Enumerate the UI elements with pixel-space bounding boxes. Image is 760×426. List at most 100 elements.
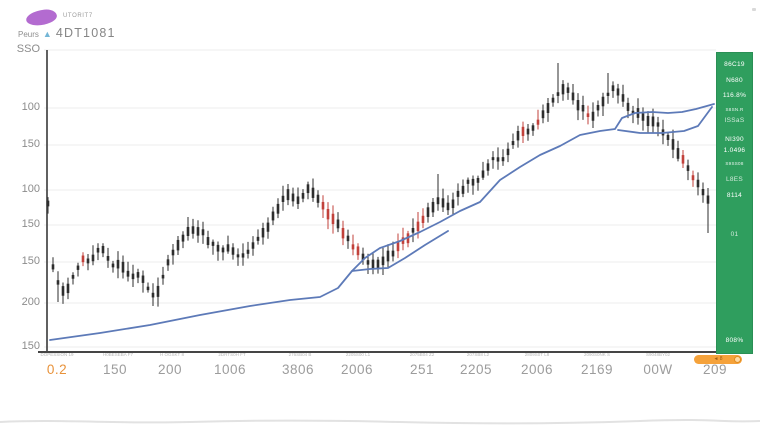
candle-body xyxy=(436,197,440,205)
candle-body xyxy=(376,259,380,269)
candle-body xyxy=(251,242,255,249)
candle-body xyxy=(571,92,575,101)
candle-body xyxy=(656,122,660,127)
candle-body xyxy=(361,253,365,261)
candle-body xyxy=(161,274,165,279)
candle-body xyxy=(626,102,630,111)
candle-body xyxy=(446,202,450,211)
candle-body xyxy=(121,261,125,273)
time-range-slider[interactable]: ◄ 8 xyxy=(694,355,742,364)
candle-body xyxy=(206,237,210,246)
y-axis-tick-label: 150 xyxy=(21,218,40,230)
slider-handle-icon[interactable] xyxy=(734,356,741,363)
candle-body xyxy=(171,249,175,256)
candle-body xyxy=(666,134,670,140)
panel-value: 86C19 xyxy=(724,61,745,68)
x-axis-major-label: 150 xyxy=(102,362,128,377)
x-axis-major-label: 2205 xyxy=(459,362,493,377)
candle-body xyxy=(261,227,265,238)
candle-body xyxy=(611,85,615,92)
candle-body xyxy=(246,249,250,254)
candle-body xyxy=(236,254,240,258)
candle-body xyxy=(586,113,590,118)
candle-body xyxy=(576,100,580,111)
candle-body xyxy=(226,244,230,252)
candle-body xyxy=(621,94,625,102)
candle-body xyxy=(291,193,295,202)
candle-body xyxy=(141,275,145,283)
candle-body xyxy=(81,255,85,263)
x-axis-major-label: 251 xyxy=(409,362,435,377)
candle-body xyxy=(176,239,180,251)
x-axis-major-label: 2006 xyxy=(520,362,554,377)
candle-body xyxy=(216,244,220,252)
x-axis-minor-label: S9048BY02 xyxy=(645,352,671,357)
candle-body xyxy=(511,141,515,146)
candle-body xyxy=(166,259,170,266)
candle-body xyxy=(506,148,510,156)
panel-value: NI390 xyxy=(725,136,744,143)
panel-value: 116.8% xyxy=(722,92,747,99)
candle-body xyxy=(646,115,650,127)
candle-body xyxy=(231,247,235,255)
x-axis-minor-label: 2DRTS0H FT xyxy=(218,352,246,357)
x-axis-major-label: 1006 xyxy=(213,362,247,377)
candle-body xyxy=(556,92,560,96)
up-triangle-icon: ▲ xyxy=(42,29,52,39)
candle-body xyxy=(521,126,525,136)
corner-speck xyxy=(752,8,756,11)
x-axis-major-label: 209 xyxy=(702,362,728,377)
candle-body xyxy=(156,285,160,297)
candle-body xyxy=(481,170,485,178)
candle-body xyxy=(536,119,540,125)
x-axis-minor-label: 276SB04 B xyxy=(288,352,312,357)
candle-body xyxy=(516,130,520,141)
candle-body xyxy=(676,148,680,159)
candle-body xyxy=(381,256,385,266)
candle-body xyxy=(61,286,65,296)
candle-body xyxy=(266,222,270,232)
candle-body xyxy=(561,84,565,95)
x-axis-minor-label: H0BESEBA F7 xyxy=(102,352,134,357)
candle-body xyxy=(356,246,360,256)
ma-line-main xyxy=(49,103,715,341)
candle-body xyxy=(396,241,400,252)
candle-body xyxy=(461,185,465,194)
candle-body xyxy=(241,253,245,258)
candle-body xyxy=(681,155,685,164)
candle-body xyxy=(391,250,395,257)
candle-body xyxy=(221,247,225,253)
candle-body xyxy=(101,245,105,254)
candle-body xyxy=(386,250,390,262)
candle-body xyxy=(191,226,195,234)
x-axis-minor-label: 2090S0NK S xyxy=(583,352,611,357)
panel-value: 8114 xyxy=(726,192,743,199)
candle-body xyxy=(551,97,555,103)
panel-value: 808% xyxy=(725,337,744,344)
x-axis-minor-label: 2809S0T L8 xyxy=(524,352,550,357)
candle-body xyxy=(641,113,645,121)
y-axis-tick-label: 200 xyxy=(21,296,40,308)
candle-body xyxy=(601,96,605,107)
candle-body xyxy=(456,190,460,197)
candle-body xyxy=(526,128,530,135)
x-axis-major-label: 3806 xyxy=(281,362,315,377)
candle-body xyxy=(686,165,690,171)
candle-body xyxy=(71,274,75,279)
candle-body xyxy=(431,201,435,213)
candle-body xyxy=(496,157,500,162)
candle-body xyxy=(441,198,445,208)
candle-body xyxy=(596,105,600,111)
candle-body xyxy=(271,211,275,221)
candle-body xyxy=(581,105,585,112)
price-value: 4DT1081 xyxy=(55,26,116,40)
candle-body xyxy=(371,259,375,270)
candle-body xyxy=(76,265,80,270)
bottom-divider xyxy=(0,419,760,425)
candle-body xyxy=(276,203,280,214)
x-axis-minor-label: 207SB8 L2 xyxy=(466,352,490,357)
candle-body xyxy=(421,215,425,224)
candle-body xyxy=(411,227,415,233)
x-axis-major-label: 2169 xyxy=(580,362,614,377)
